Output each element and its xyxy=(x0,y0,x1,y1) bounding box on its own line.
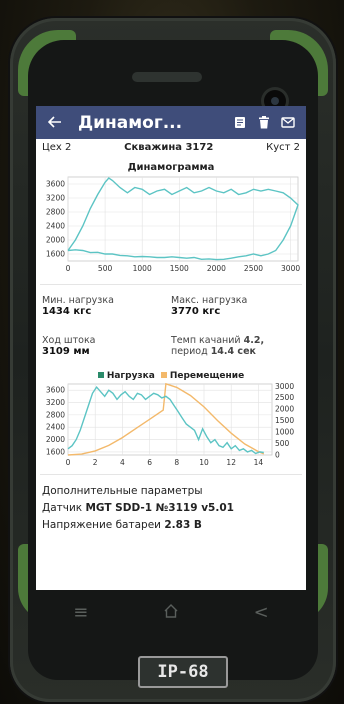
shop-label: Цех 2 xyxy=(42,142,72,153)
extra-header: Дополнительные параметры xyxy=(42,485,203,497)
dynamogram-title: Динамограмма xyxy=(127,162,215,173)
chart2-ytick-left-label: 2400 xyxy=(46,423,65,432)
stroke-label: Ход штока xyxy=(42,335,96,346)
sensor-label: Датчик xyxy=(42,502,83,514)
chart1-ytick-label: 2000 xyxy=(46,236,65,245)
rate-value: 4.2, xyxy=(243,335,265,346)
chart2-ytick-right-label: 2500 xyxy=(275,393,294,402)
arrow-back-icon[interactable] xyxy=(42,113,68,132)
phone-screen: Динамог... Цех 2 Скважина 3172 Куст 2 Ди… xyxy=(36,106,306,590)
chart1-xtick-label: 1000 xyxy=(133,264,152,273)
menu-icon[interactable]: ≡ xyxy=(73,601,89,623)
pad-label: Куст 2 xyxy=(266,142,300,153)
min-load: Мин. нагрузка 1434 кгс xyxy=(42,295,171,317)
chart2-ytick-right-label: 1000 xyxy=(275,428,294,437)
system-nav-bar: ≡ < xyxy=(36,592,306,632)
well-header: Цех 2 Скважина 3172 Куст 2 xyxy=(36,139,306,153)
chart2-xtick-label: 8 xyxy=(174,458,179,467)
earpiece xyxy=(132,72,202,82)
chart2-ytick-left-label: 2000 xyxy=(46,435,65,444)
chart2-xtick-label: 2 xyxy=(93,458,98,467)
app-bar: Динамог... xyxy=(36,106,306,139)
chart2-displacement-line xyxy=(67,382,265,456)
chart2-xtick-label: 6 xyxy=(147,458,152,467)
mail-icon[interactable] xyxy=(276,111,300,135)
chart2-ytick-right-label: 2000 xyxy=(275,405,294,414)
period-label: период xyxy=(171,346,208,357)
min-load-value: 1434 кгс xyxy=(42,306,92,317)
chart1-xtick-label: 2500 xyxy=(244,264,263,273)
chart1-xtick-label: 0 xyxy=(66,264,71,273)
chart1-ytick-label: 1600 xyxy=(46,250,65,259)
home-icon[interactable] xyxy=(163,602,179,623)
chart1-ytick-label: 2400 xyxy=(46,222,65,231)
dynamogram-chart: 1600 2000 2400 2800 3200 3600 0 500 1000 1500 2000… xyxy=(46,176,300,273)
params-grid: Мин. нагрузка 1434 кгс Макс. нагрузка 37… xyxy=(36,285,306,357)
period-value: 14.4 сек xyxy=(210,346,256,357)
document-icon[interactable] xyxy=(228,111,252,135)
main-content: Цех 2 Скважина 3172 Куст 2 Динамограмма … xyxy=(36,139,306,534)
sensor-line: Датчик MGT SDD-1 №3119 v5.01 xyxy=(42,500,300,517)
divider-2 xyxy=(40,474,302,475)
chart1-xtick-label: 1500 xyxy=(170,264,189,273)
chart2-ytick-left-label: 1600 xyxy=(46,447,65,456)
chart2-xtick-label: 12 xyxy=(226,458,236,467)
chart2-legend: Нагрузка Перемещение xyxy=(36,371,306,381)
chart2-xtick-label: 0 xyxy=(66,458,71,467)
ip-rating-badge: IP-68 xyxy=(138,656,228,688)
chart1-ytick-label: 3200 xyxy=(46,194,65,203)
battery-line: Напряжение батареи 2.83 В xyxy=(42,517,300,534)
chart1-xtick-label: 500 xyxy=(98,264,113,273)
legend-displacement-label: Перемещение xyxy=(169,371,245,381)
legend-load-label: Нагрузка xyxy=(106,371,155,381)
max-load-value: 3770 кгс xyxy=(171,306,221,317)
legend-displacement: Перемещение xyxy=(160,371,245,381)
stroke-value: 3109 мм xyxy=(42,346,90,357)
page-title: Динамог... xyxy=(78,112,183,133)
chart1-series-line xyxy=(67,177,299,261)
sensor-value: MGT SDD-1 №3119 v5.01 xyxy=(85,502,234,514)
max-load-label: Макс. нагрузка xyxy=(171,295,248,306)
divider xyxy=(40,284,302,285)
stroke: Ход штока 3109 мм xyxy=(42,335,171,357)
chart2-xtick-label: 14 xyxy=(254,458,264,467)
chart2-load-line xyxy=(67,385,264,455)
extra-params: Дополнительные параметры Датчик MGT SDD-… xyxy=(36,475,306,534)
rate-label: Темп качаний xyxy=(171,335,241,346)
rate-line: Темп качаний 4.2, xyxy=(171,335,300,346)
chart2-ytick-right-label: 500 xyxy=(275,439,290,448)
chart1-xtick-label: 3000 xyxy=(281,264,300,273)
rate: Темп качаний 4.2, период 14.4 сек xyxy=(171,335,300,357)
legend-load-swatch xyxy=(97,372,104,378)
chart1-xtick-label: 2000 xyxy=(207,264,226,273)
battery-value: 2.83 В xyxy=(164,519,202,531)
min-load-label: Мин. нагрузка xyxy=(42,295,114,306)
load-displacement-chart: 1600 2000 2400 2800 3200 3600 0 500 1000 1500 2000… xyxy=(46,382,294,467)
chart1-ytick-label: 2800 xyxy=(46,208,65,217)
chart2-ytick-left-label: 3600 xyxy=(46,386,65,395)
chart2-frame xyxy=(67,383,273,456)
max-load: Макс. нагрузка 3770 кгс xyxy=(171,295,300,317)
well-name: Скважина 3172 xyxy=(124,142,214,153)
chart2-ytick-right-label: 3000 xyxy=(275,382,294,391)
legend-load: Нагрузка xyxy=(97,371,155,381)
chart2-ytick-left-label: 2800 xyxy=(46,410,65,419)
trash-icon[interactable] xyxy=(252,111,276,135)
chart1-ytick-label: 3600 xyxy=(46,180,65,189)
battery-label: Напряжение батареи xyxy=(42,519,161,531)
legend-displacement-swatch xyxy=(160,372,167,378)
chart2-ytick-right-label: 0 xyxy=(275,451,280,460)
chart2-ytick-left-label: 3200 xyxy=(46,398,65,407)
chart2-xtick-label: 4 xyxy=(120,458,125,467)
back-icon[interactable]: < xyxy=(253,601,269,623)
chart2-xtick-label: 10 xyxy=(199,458,209,467)
chart2-ytick-right-label: 1500 xyxy=(275,416,294,425)
period-line: период 14.4 сек xyxy=(171,346,300,357)
